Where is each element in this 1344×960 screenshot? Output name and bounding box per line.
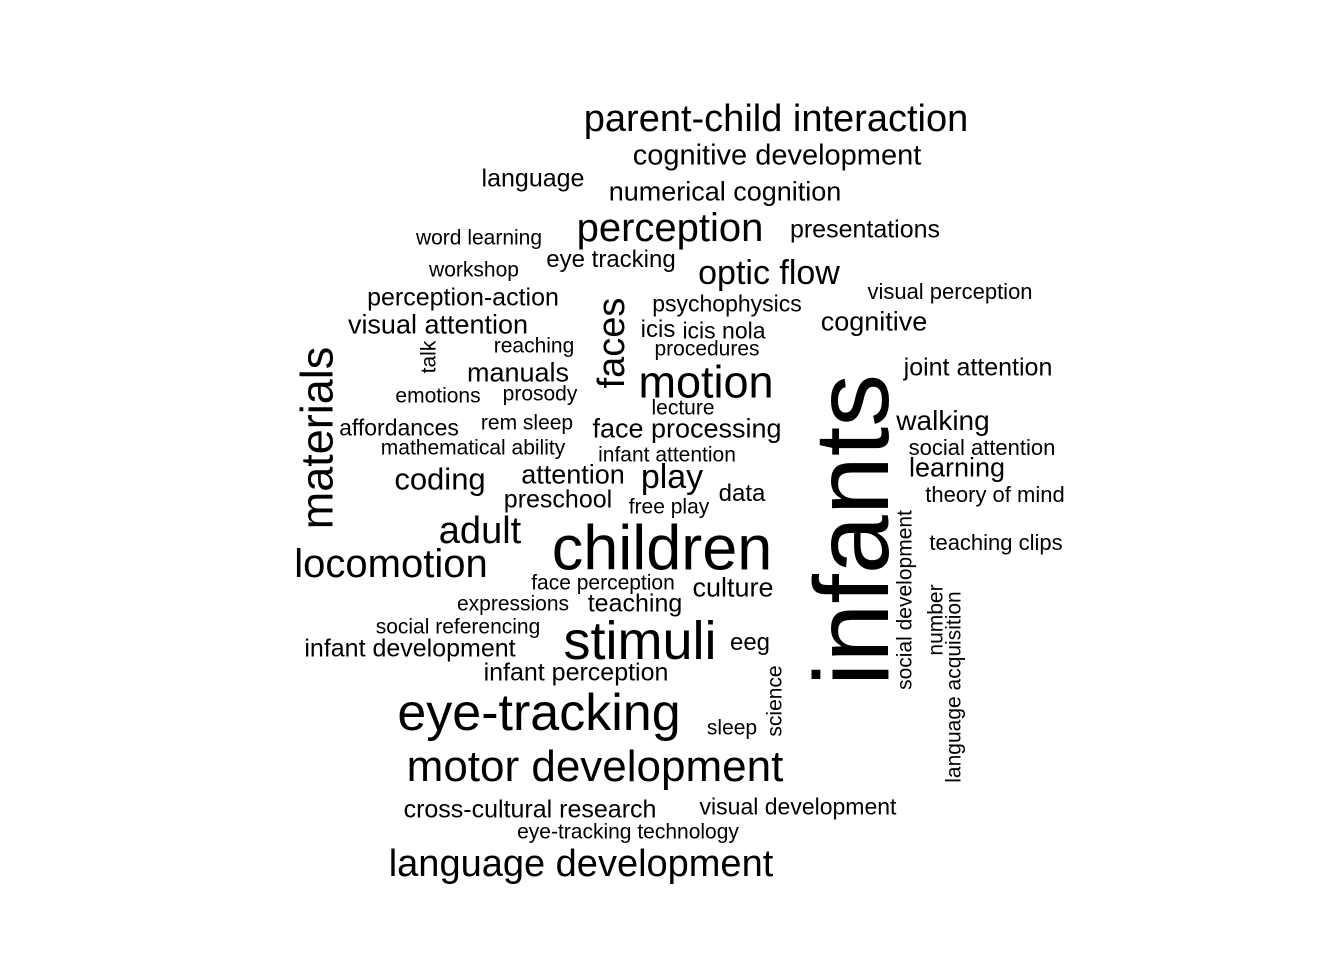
word-procedures: procedures: [654, 337, 760, 361]
word-theory-of-mind: theory of mind: [925, 482, 1065, 507]
word-social-attention: social attention: [908, 435, 1056, 460]
word-psychophysics: psychophysics: [652, 290, 802, 317]
word-attention: attention: [521, 459, 625, 490]
word-eeg: eeg: [729, 629, 771, 656]
word-infants: infants: [793, 373, 911, 687]
word-children: children: [551, 513, 773, 584]
word-perception-action: perception-action: [367, 283, 559, 312]
word-stimuli: stimuli: [563, 611, 717, 671]
word-expressions: expressions: [456, 592, 570, 616]
word-sleep: sleep: [706, 716, 758, 740]
word-face-processing: face processing: [592, 413, 782, 444]
word-joint-attention: joint attention: [903, 353, 1053, 382]
word-infant-development: infant development: [304, 634, 516, 663]
word-language: language: [481, 164, 585, 193]
word-teaching-clips: teaching clips: [929, 530, 1063, 555]
word-coding: coding: [394, 461, 486, 497]
word-manuals: manuals: [466, 357, 570, 388]
word-visual-perception: visual perception: [867, 279, 1033, 304]
word-workshop: workshop: [429, 258, 519, 282]
word-motion: motion: [638, 356, 774, 408]
word-optic-flow: optic flow: [698, 254, 840, 292]
word-play: play: [640, 458, 704, 496]
word-culture: culture: [692, 572, 774, 603]
word-locomotion: locomotion: [294, 542, 488, 586]
word-numerical-cognition: numerical cognition: [608, 176, 842, 207]
word-faces: faces: [591, 297, 633, 389]
word-cognitive: cognitive: [820, 306, 928, 337]
word-affordances: affordances: [339, 414, 459, 441]
word-perception: perception: [576, 206, 764, 250]
word-learning: learning: [908, 452, 1006, 483]
word-preschool: preschool: [503, 485, 613, 514]
word-emotions: emotions: [395, 384, 481, 408]
word-visual-attention: visual attention: [347, 309, 529, 340]
word-parent-child-interaction: parent-child interaction: [583, 98, 969, 140]
word-talk: talk: [417, 340, 441, 374]
word-eye-tracking: eye-tracking: [397, 684, 681, 742]
word-eye-tracking-space: eye tracking: [546, 246, 676, 273]
word-mathematical-ability: mathematical ability: [380, 436, 566, 460]
word-rem-sleep: rem sleep: [480, 411, 574, 435]
word-social-development: social development: [893, 510, 917, 690]
word-prosody: prosody: [502, 382, 578, 406]
word-icis: icis: [640, 316, 676, 343]
word-word-learning: word learning: [415, 226, 543, 250]
word-adult: adult: [438, 510, 522, 552]
word-icis-nola: icis nola: [682, 317, 766, 344]
word-reaching: reaching: [493, 334, 575, 358]
word-visual-development: visual development: [699, 793, 897, 820]
word-materials: materials: [291, 346, 343, 530]
word-language-acquisition: language acquisition: [942, 591, 966, 783]
word-infant-perception: infant perception: [483, 658, 669, 687]
word-free-play: free play: [628, 495, 710, 519]
word-motor-development: motor development: [406, 742, 784, 791]
word-social-referencing: social referencing: [375, 615, 541, 639]
word-presentations: presentations: [789, 215, 941, 244]
word-lecture: lecture: [651, 396, 715, 420]
word-language-development: language development: [388, 843, 774, 885]
word-walking: walking: [896, 405, 990, 436]
word-infant-attention: infant attention: [598, 443, 736, 467]
word-face-perception: face perception: [531, 571, 675, 595]
word-data: data: [718, 480, 766, 507]
word-eye-tracking-technology: eye-tracking technology: [517, 820, 739, 844]
word-teaching: teaching: [587, 589, 683, 618]
word-cognitive-development: cognitive development: [632, 139, 922, 172]
word-science: science: [763, 665, 787, 737]
word-cross-cultural-research: cross-cultural research: [403, 795, 657, 824]
